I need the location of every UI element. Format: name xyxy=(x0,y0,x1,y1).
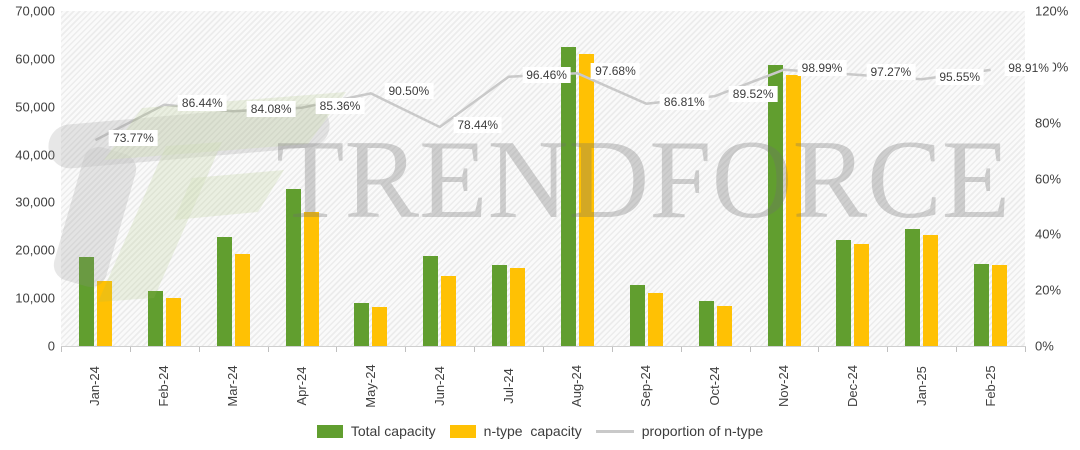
data-label: 97.27% xyxy=(866,64,916,81)
bar-total-capacity xyxy=(560,46,576,346)
bar-ntype-capacity xyxy=(303,211,319,346)
x-axis-tick xyxy=(129,347,131,352)
data-label: 86.44% xyxy=(177,94,227,111)
bar-total-capacity xyxy=(905,229,921,346)
legend-item: Total capacity xyxy=(316,423,436,439)
legend-bar-swatch-icon xyxy=(316,424,343,438)
bar-total-capacity xyxy=(354,303,370,346)
data-label: 86.81% xyxy=(659,93,709,110)
right-axis-tick-label: 40% xyxy=(1035,226,1062,242)
bar-ntype-capacity xyxy=(854,244,870,346)
bar-ntype-capacity xyxy=(165,298,181,346)
bar-ntype-capacity xyxy=(578,53,594,346)
bar-total-capacity xyxy=(767,64,783,346)
data-label: 97.68% xyxy=(591,63,640,80)
x-axis-tick xyxy=(680,347,682,352)
left-axis-tick-label: 60,000 xyxy=(15,51,55,67)
bar-total-capacity xyxy=(216,236,232,346)
bar-ntype-capacity xyxy=(923,234,939,346)
right-axis-tick-label: 20% xyxy=(1035,282,1062,298)
data-label: 85.36% xyxy=(315,97,365,114)
x-axis-tick xyxy=(336,347,338,352)
data-label: 89.52% xyxy=(728,86,778,103)
right-axis-tick-label: 0% xyxy=(1035,338,1054,354)
bar-ntype-capacity xyxy=(647,292,663,346)
legend-item: proportion of n-type xyxy=(595,423,764,439)
data-label: 98.91% xyxy=(1004,59,1053,76)
data-label: 96.46% xyxy=(522,66,571,83)
bar-total-capacity xyxy=(836,240,852,346)
right-axis-tick-label: 80% xyxy=(1035,115,1062,131)
bar-total-capacity xyxy=(423,256,439,346)
bar-total-capacity xyxy=(147,290,163,346)
bar-ntype-capacity xyxy=(510,268,526,346)
data-label: 95.55% xyxy=(935,69,985,86)
left-axis-tick-label: 0 xyxy=(47,338,55,354)
data-label: 90.50% xyxy=(384,83,434,100)
x-axis-tick xyxy=(405,347,407,352)
left-axis-tick-label: 40,000 xyxy=(15,147,55,163)
bar-ntype-capacity xyxy=(992,265,1008,346)
x-axis-tick xyxy=(818,347,820,352)
bar-total-capacity xyxy=(974,264,990,346)
bar-ntype-capacity xyxy=(785,75,801,346)
left-axis-tick-label: 50,000 xyxy=(15,99,55,115)
right-axis-tick-label: 120% xyxy=(1035,3,1069,19)
left-axis-tick-label: 20,000 xyxy=(15,242,55,258)
bar-total-capacity xyxy=(492,265,508,346)
left-axis-tick-label: 10,000 xyxy=(15,290,55,306)
bar-total-capacity xyxy=(78,257,94,346)
bar-total-capacity xyxy=(629,284,645,346)
bar-ntype-capacity xyxy=(372,307,388,346)
bar-ntype-capacity xyxy=(441,275,457,346)
legend-bar-swatch-icon xyxy=(449,424,476,438)
data-label: 78.44% xyxy=(453,117,503,134)
bar-total-capacity xyxy=(285,188,301,346)
legend: Total capacity n-type capacity proportion … xyxy=(0,423,1080,439)
bar-ntype-capacity xyxy=(716,305,732,346)
legend-label: proportion of n-type xyxy=(641,423,764,439)
x-axis-tick xyxy=(267,347,269,352)
x-axis-tick xyxy=(543,347,544,352)
x-axis-tick xyxy=(887,347,889,352)
data-label: 98.99% xyxy=(797,59,847,76)
x-axis-tick xyxy=(198,347,200,352)
x-axis-tick xyxy=(611,347,613,352)
data-label: 73.77% xyxy=(109,130,158,147)
legend-label: Total capacity xyxy=(350,423,436,439)
data-label: 84.08% xyxy=(246,101,296,118)
legend-item: n-type capacity xyxy=(449,423,582,439)
left-axis-tick-label: 70,000 xyxy=(15,3,55,19)
x-axis-tick xyxy=(61,347,62,352)
x-axis-tick xyxy=(474,347,476,352)
x-axis-line xyxy=(61,346,1026,347)
right-axis-tick-label: 60% xyxy=(1035,171,1062,186)
bar-ntype-capacity xyxy=(96,280,112,346)
x-axis-tick xyxy=(1025,347,1026,352)
left-axis-tick-label: 30,000 xyxy=(15,194,55,210)
bar-ntype-capacity xyxy=(234,254,250,346)
x-axis-tick xyxy=(749,347,751,352)
legend-line-swatch-icon xyxy=(595,429,634,433)
legend-label: n-type capacity xyxy=(483,423,582,439)
bar-total-capacity xyxy=(698,300,714,346)
x-axis-tick xyxy=(956,347,958,352)
